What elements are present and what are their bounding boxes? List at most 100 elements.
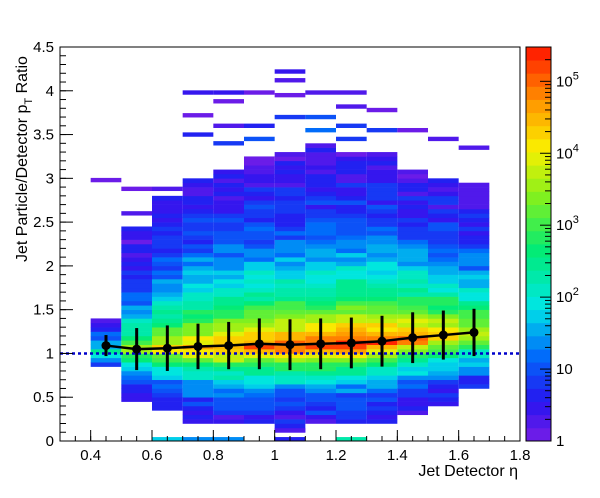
heatmap-outlier-cell — [213, 99, 244, 104]
heatmap-outlier-cell — [336, 136, 367, 142]
heatmap-cell — [397, 208, 428, 214]
heatmap-cell — [121, 388, 152, 394]
y-tick-label: 3.5 — [33, 127, 54, 144]
heatmap-cell — [182, 314, 214, 319]
heatmap-cell — [182, 410, 214, 416]
x-tick-label: 1.8 — [510, 447, 531, 464]
profile-point — [132, 344, 142, 354]
heatmap-outlier-cell — [121, 186, 152, 192]
heatmap-cell — [213, 182, 244, 188]
profile-point — [224, 341, 234, 351]
heatmap-cell — [182, 213, 214, 219]
heatmap-cell — [366, 187, 398, 192]
heatmap-cell — [397, 296, 428, 302]
heatmap-cell — [152, 370, 183, 376]
heatmap-cell — [244, 208, 275, 214]
heatmap-cell — [274, 173, 306, 179]
x-tick-label: 1.4 — [387, 447, 408, 464]
heatmap-cell — [152, 270, 183, 275]
heatmap-cell — [182, 370, 214, 376]
heatmap-cell — [366, 261, 398, 267]
heatmap-cell — [397, 309, 428, 315]
heatmap-cell — [121, 261, 152, 267]
heatmap-cell — [336, 187, 367, 192]
heatmap-cell — [305, 379, 336, 385]
colorbar-segment — [526, 60, 551, 74]
heatmap-cell — [121, 300, 152, 306]
heatmap-cell — [366, 410, 398, 416]
heatmap-cell — [336, 235, 367, 240]
heatmap-cell — [305, 405, 336, 411]
heatmap-cell — [121, 230, 152, 236]
heatmap-cell — [152, 379, 183, 385]
heatmap-cell — [244, 169, 275, 175]
heatmap-cell — [458, 182, 490, 188]
heatmap-cell — [428, 296, 459, 302]
heatmap-cell — [274, 160, 306, 166]
heatmap-cell — [458, 187, 490, 192]
heatmap-outlier-cell — [274, 92, 306, 98]
heatmap-cell — [336, 405, 367, 411]
heatmap-cell — [244, 173, 275, 179]
heatmap-cell — [244, 309, 275, 315]
heatmap-cell — [458, 270, 490, 275]
heatmap-cell — [121, 384, 152, 389]
heatmap-cell — [397, 217, 428, 223]
heatmap-cell — [397, 261, 428, 267]
heatmap-cell — [244, 235, 275, 240]
heatmap-cell — [274, 208, 306, 214]
heatmap-cell — [305, 239, 336, 245]
heatmap-cell — [121, 265, 152, 271]
heatmap-cell — [458, 292, 490, 297]
heatmap-cell — [274, 156, 306, 162]
heatmap-cell — [213, 405, 244, 411]
heatmap-cell — [336, 226, 367, 232]
profile-point — [193, 341, 203, 351]
heatmap-cell — [428, 292, 459, 297]
heatmap-cell — [458, 265, 490, 271]
heatmap-cell — [244, 252, 275, 258]
heatmap-cell — [182, 200, 214, 205]
heatmap-cell — [244, 239, 275, 245]
colorbar-tick-exponent: 2 — [573, 286, 579, 298]
heatmap-cell — [305, 204, 336, 210]
heatmap-cell — [182, 222, 214, 227]
heatmap-cell — [397, 169, 428, 175]
heatmap-cell — [366, 292, 398, 297]
heatmap-cell — [366, 208, 398, 214]
heatmap-cell — [213, 252, 244, 258]
heatmap-cell — [305, 384, 336, 389]
heatmap-cell — [397, 405, 428, 411]
heatmap-cell — [152, 265, 183, 271]
heatmap-cell — [244, 165, 275, 170]
y-tick-label: 4 — [46, 83, 54, 100]
heatmap-cell — [397, 392, 428, 398]
heatmap-cell — [244, 213, 275, 219]
heatmap-cell — [152, 292, 183, 297]
heatmap-cell — [244, 160, 275, 166]
heatmap-cell — [213, 370, 244, 376]
colorbar-segment — [526, 178, 551, 192]
heatmap-cell — [366, 405, 398, 411]
colorbar-tick-exponent: 5 — [573, 70, 579, 82]
heatmap-cell — [336, 191, 367, 197]
heatmap-cell — [305, 230, 336, 236]
heatmap-cell — [152, 239, 183, 245]
heatmap-outlier-cell — [213, 123, 244, 128]
heatmap-cell — [152, 314, 183, 319]
heatmap-cell — [458, 379, 490, 385]
heatmap-cell — [397, 226, 428, 232]
heatmap-cell — [274, 169, 306, 175]
colorbar-segment — [526, 283, 551, 297]
heatmap-cell — [336, 152, 367, 157]
colorbar-tick-label: 103 — [556, 214, 579, 234]
heatmap-cell — [336, 252, 367, 258]
heatmap-cell — [244, 379, 275, 385]
colorbar-segment — [526, 152, 551, 166]
heatmap-outlier-cell — [428, 136, 459, 142]
heatmap-cell — [152, 257, 183, 262]
heatmap-cell — [213, 318, 244, 324]
colorbar-segment — [526, 204, 551, 219]
heatmap-cell — [397, 244, 428, 249]
heatmap-cell — [121, 274, 152, 280]
